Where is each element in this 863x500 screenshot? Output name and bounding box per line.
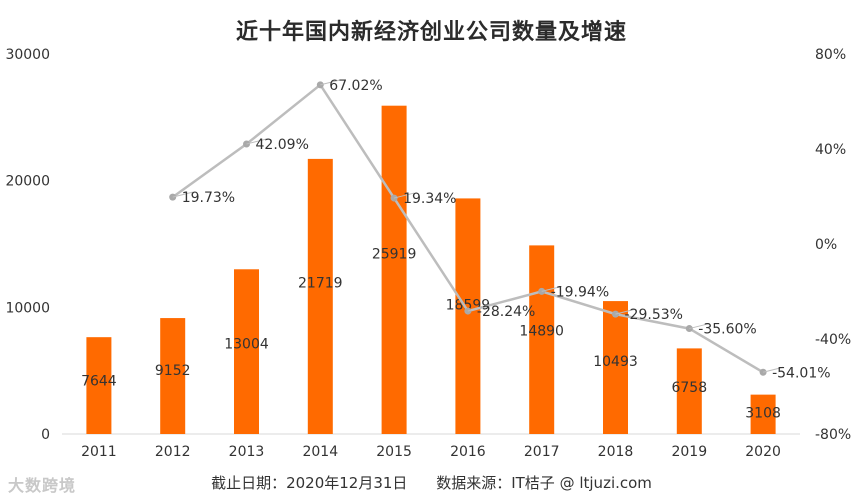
bar xyxy=(160,318,186,434)
bar-value-label: 9152 xyxy=(155,363,191,379)
bar xyxy=(86,337,112,434)
bar-value-label: 7644 xyxy=(81,374,117,390)
bar xyxy=(603,301,628,434)
growth-value-label: 67.02% xyxy=(329,78,382,94)
growth-value-label: -29.53% xyxy=(625,307,683,323)
bar xyxy=(234,269,259,434)
x-tick-label: 2017 xyxy=(524,444,560,460)
bar-value-label: 21719 xyxy=(298,276,343,292)
bar-value-label: 10493 xyxy=(593,354,638,370)
x-tick-label: 2016 xyxy=(450,444,486,460)
bar-value-label: 6758 xyxy=(671,380,707,396)
growth-label-leader xyxy=(762,366,784,373)
x-tick-label: 2012 xyxy=(155,444,191,460)
bar-value-label: 18599 xyxy=(446,297,491,313)
y-right-tick-label: -80% xyxy=(815,427,851,443)
source-note: 数据来源：IT桔子 @ ltjuzi.com xyxy=(436,474,652,492)
growth-label-leader xyxy=(541,285,562,292)
growth-label-leader xyxy=(689,323,710,330)
growth-value-label: -35.60% xyxy=(698,322,756,338)
y-right-tick-label: 40% xyxy=(815,142,846,158)
growth-value-label: 19.34% xyxy=(403,191,456,207)
bar xyxy=(676,348,702,434)
y-left-tick-label: 10000 xyxy=(5,300,50,316)
bar xyxy=(750,394,776,434)
bar xyxy=(381,105,407,435)
growth-label-leader xyxy=(393,192,415,199)
watermark-text: 大数跨境 xyxy=(8,476,77,495)
bar xyxy=(307,158,333,434)
y-left-tick-label: 20000 xyxy=(5,174,50,190)
growth-label-leader xyxy=(246,138,267,145)
y-left-tick-label: 0 xyxy=(41,427,50,443)
growth-value-label: -28.24% xyxy=(477,304,535,320)
growth-value-label: 19.73% xyxy=(182,190,235,206)
y-right-tick-label: 0% xyxy=(815,237,837,253)
bar xyxy=(529,245,555,434)
bar-value-label: 13004 xyxy=(224,336,269,352)
bar-value-label: 25919 xyxy=(372,246,417,262)
x-tick-label: 2015 xyxy=(376,444,412,460)
bar xyxy=(455,198,481,434)
x-tick-label: 2011 xyxy=(81,444,117,460)
growth-label-leader xyxy=(172,191,193,198)
y-right-tick-label: 80% xyxy=(815,47,846,63)
bar-value-label: 14890 xyxy=(519,323,564,339)
growth-label-leader xyxy=(320,79,341,86)
x-tick-label: 2014 xyxy=(302,444,338,460)
growth-label-leader xyxy=(467,305,489,312)
growth-value-label: -19.94% xyxy=(551,284,609,300)
bar-value-label: 3108 xyxy=(745,405,781,421)
footnote: 截止日期：2020年12月31日 数据来源：IT桔子 @ ltjuzi.com xyxy=(0,472,863,493)
date-note: 截止日期：2020年12月31日 xyxy=(211,474,408,492)
chart-title: 近十年国内新经济创业公司数量及增速 xyxy=(235,20,627,45)
x-tick-label: 2018 xyxy=(598,444,634,460)
x-tick-label: 2020 xyxy=(745,444,781,460)
y-right-tick-label: -40% xyxy=(815,332,851,348)
growth-label-leader xyxy=(615,308,636,315)
x-tick-label: 2013 xyxy=(229,444,265,460)
x-tick-label: 2019 xyxy=(671,444,707,460)
growth-value-label: -54.01% xyxy=(772,365,830,381)
y-left-tick-label: 30000 xyxy=(5,47,50,63)
growth-value-label: 42.09% xyxy=(256,137,309,153)
watermark-logo: 大数跨境 xyxy=(8,472,76,496)
